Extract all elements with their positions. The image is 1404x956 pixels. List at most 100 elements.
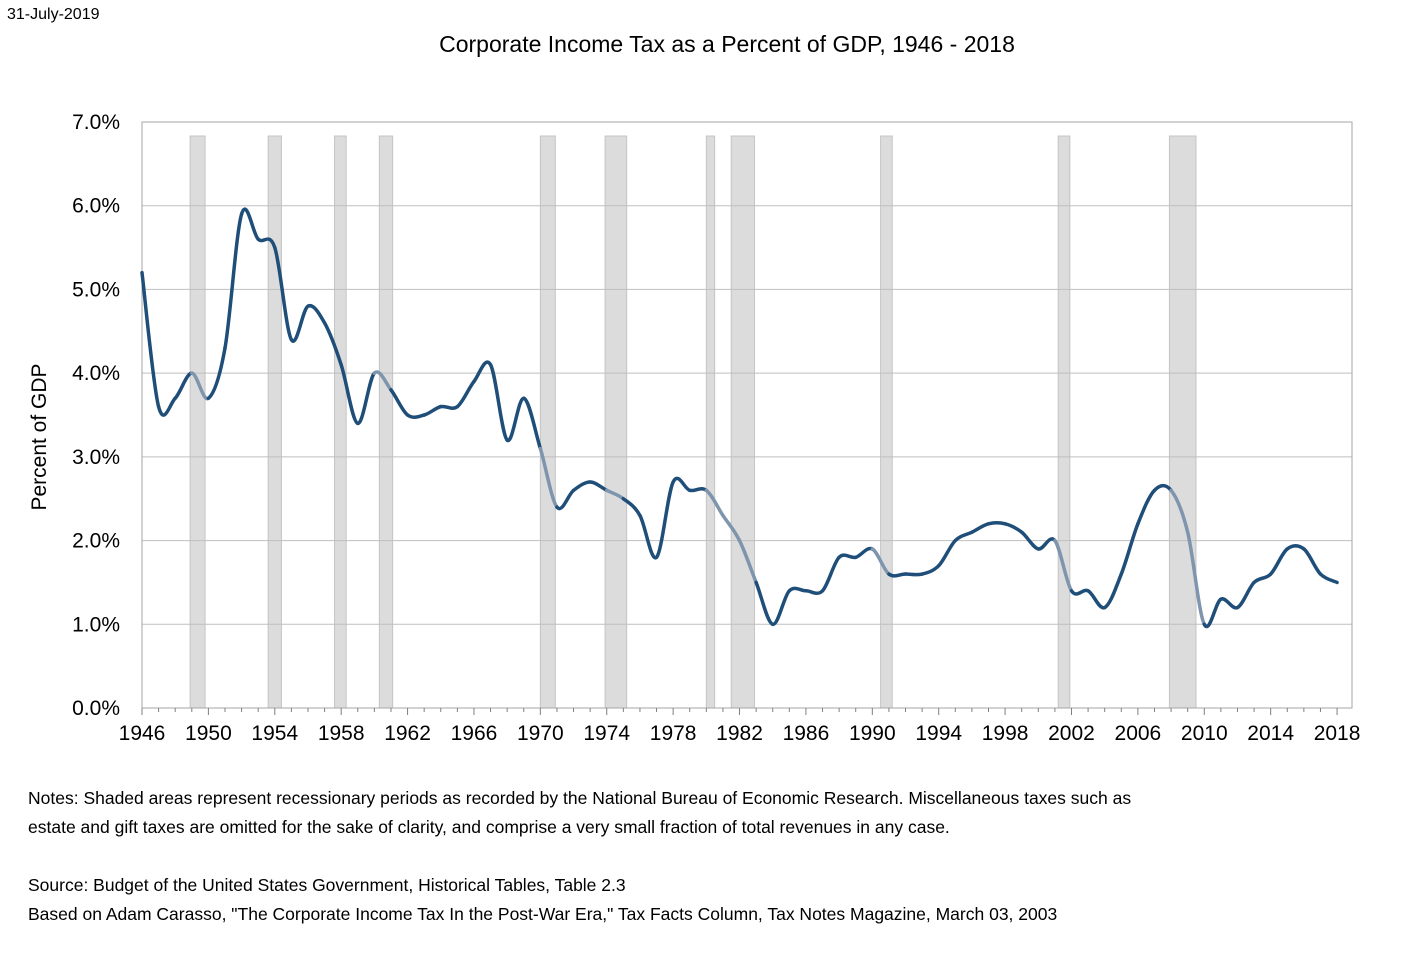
y-tick-label: 5.0% <box>72 278 120 301</box>
series-line-segment <box>936 538 958 568</box>
series-line-segment <box>986 521 1007 526</box>
series-line-segment <box>339 363 360 426</box>
series-line-segment <box>721 513 742 543</box>
series-line-segment <box>687 487 709 493</box>
series-line-segment <box>1219 597 1240 610</box>
series-line-segment <box>654 480 675 560</box>
series-line-segment <box>273 245 294 342</box>
series-line-segment <box>1102 572 1124 610</box>
series-line-segment <box>223 212 244 350</box>
chart-title: Corporate Income Tax as a Percent of GDP… <box>439 31 1015 57</box>
series-line-segment <box>1136 488 1157 526</box>
y-tick-label: 3.0% <box>72 446 120 469</box>
series-line-segment <box>538 446 559 509</box>
series-line-segment <box>472 360 493 384</box>
x-tick-label: 2010 <box>1181 722 1228 745</box>
x-tick-label: 1954 <box>251 722 298 745</box>
data-series <box>140 207 1339 629</box>
recession-band <box>189 135 206 709</box>
recession-band <box>1168 135 1197 709</box>
recession-band <box>880 135 893 709</box>
x-tick-label: 1950 <box>185 722 232 745</box>
series-line-segment <box>239 207 260 241</box>
series-line-segment <box>1069 588 1090 596</box>
series-line-segment <box>1202 597 1223 629</box>
series-line-segment <box>953 530 974 543</box>
y-tick-label: 4.0% <box>72 362 120 385</box>
series-line-segment <box>1169 488 1190 534</box>
x-tick-label: 1990 <box>849 722 896 745</box>
series-line-segment <box>887 572 908 578</box>
x-tick-label: 1970 <box>517 722 564 745</box>
x-tick-label: 1962 <box>384 722 431 745</box>
x-tick-label: 1998 <box>982 722 1029 745</box>
series-line-segment <box>770 589 792 627</box>
series-line-segment <box>1119 522 1140 576</box>
series-line-segment <box>787 586 808 593</box>
x-tick-label: 1978 <box>650 722 697 745</box>
notes-line-2: estate and gift taxes are omitted for th… <box>28 817 950 837</box>
x-tick-label: 1986 <box>783 722 830 745</box>
series-line-segment <box>156 396 177 417</box>
x-tick-label: 2018 <box>1314 722 1361 745</box>
series-line-segment <box>1036 537 1057 551</box>
series-line-segment <box>455 379 476 409</box>
x-tick-label: 1994 <box>915 722 962 745</box>
series-line-segment <box>920 563 941 576</box>
series-line-segment <box>306 303 327 325</box>
series-line-segment <box>1268 547 1290 576</box>
series-line-segment <box>289 304 310 343</box>
x-tick-label: 2014 <box>1247 722 1294 745</box>
series-line-segment <box>356 371 377 426</box>
series-line-segment <box>853 546 875 560</box>
recession-band <box>539 135 556 709</box>
series-line-segment <box>737 538 758 585</box>
series-line-segment <box>820 555 841 593</box>
x-tick-label: 1958 <box>318 722 365 745</box>
series-line-segment <box>903 572 924 577</box>
series-line-segment <box>571 480 592 493</box>
series-line-segment <box>439 404 460 410</box>
plot-frame <box>141 121 1353 709</box>
series-line-segment <box>505 396 526 442</box>
recession-band <box>378 135 394 709</box>
x-tick-label: 2002 <box>1048 722 1095 745</box>
series-line-segment <box>1086 589 1107 610</box>
recession-band <box>705 135 716 709</box>
series-line-segment <box>522 396 543 451</box>
date-stamp: 31-July-2019 <box>7 6 100 23</box>
x-tick-label: 2006 <box>1115 722 1162 745</box>
x-tick-label: 1974 <box>583 722 630 745</box>
x-tick-label: 1982 <box>716 722 763 745</box>
recession-band <box>267 135 282 709</box>
x-axis-ticks: 1946 1950 1954 1958 1962 1966 1970 1974 1978 1982… <box>119 708 1361 745</box>
based-on-line: Based on Adam Carasso, "The Corporate In… <box>28 904 1058 924</box>
recession-band <box>334 135 347 709</box>
series-line-segment <box>488 363 509 442</box>
y-tick-label: 1.0% <box>72 613 120 636</box>
series-line-segment <box>1318 572 1339 585</box>
series-line-segment <box>206 346 227 401</box>
series-line-segment <box>555 488 576 511</box>
x-tick-label: 1966 <box>451 722 498 745</box>
series-line-segment <box>140 270 161 409</box>
y-tick-label: 2.0% <box>72 530 120 553</box>
series-line-segment <box>1003 522 1024 534</box>
y-tick-label: 7.0% <box>72 111 120 134</box>
x-tick-label: 1946 <box>119 722 166 745</box>
notes-line-1: Notes: Shaded areas represent recessiona… <box>28 788 1132 808</box>
series-line-segment <box>1302 547 1323 576</box>
series-line-segment <box>704 488 725 518</box>
series-line-segment <box>422 404 443 417</box>
series-line-segment <box>638 513 659 560</box>
recession-bands <box>189 135 1197 709</box>
series-line-segment <box>173 371 194 401</box>
series-line-segment <box>1185 530 1207 627</box>
series-line-segment <box>405 413 426 419</box>
series-line-segment <box>870 547 891 576</box>
series-line-segment <box>804 589 825 596</box>
series-line-segment <box>372 370 393 392</box>
series-line-segment <box>322 321 343 367</box>
series-line-segment <box>837 553 858 560</box>
